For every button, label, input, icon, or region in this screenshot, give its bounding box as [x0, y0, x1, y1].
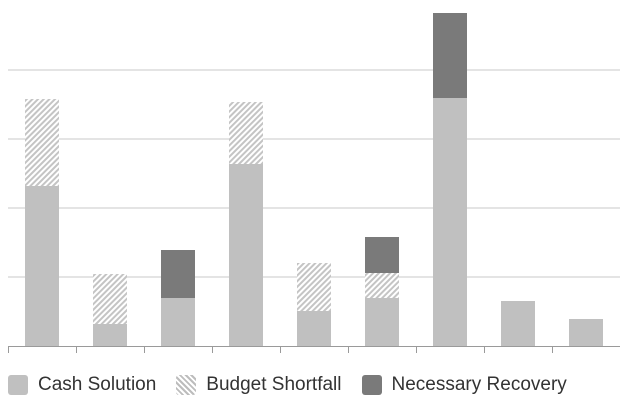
legend-label-cash-solution: Cash Solution [38, 374, 157, 395]
bar-cash-solution [93, 324, 127, 346]
legend-label-budget-shortfall: Budget Shortfall [206, 374, 342, 395]
bar-budget-shortfall [365, 273, 399, 298]
bar-cash-solution [25, 186, 59, 346]
bar-cash-solution [297, 311, 331, 346]
bar-budget-shortfall [93, 274, 127, 324]
bar-chart [8, 13, 620, 353]
bar-necessary-recovery [161, 250, 195, 298]
legend-item-cash-solution: Cash Solution [8, 374, 156, 396]
bar-necessary-recovery [365, 237, 399, 273]
bar-cash-solution [161, 298, 195, 346]
x-axis [8, 346, 620, 353]
bars [25, 13, 603, 346]
gridlines [8, 69, 620, 278]
legend-swatch-cash-solution [8, 375, 28, 395]
legend-item-budget-shortfall: Budget Shortfall [176, 374, 342, 396]
bar-necessary-recovery [433, 13, 467, 98]
legend-item-necessary-recovery: Necessary Recovery [361, 374, 567, 396]
bar-cash-solution [501, 301, 535, 346]
bar-budget-shortfall [25, 99, 59, 186]
legend-label-necessary-recovery: Necessary Recovery [391, 374, 567, 395]
legend-swatch-necessary-recovery [361, 375, 382, 395]
bar-budget-shortfall [229, 102, 263, 164]
bar-budget-shortfall [297, 263, 331, 311]
legend-swatch-budget-shortfall [176, 375, 197, 395]
bar-cash-solution [569, 319, 603, 346]
bar-cash-solution [229, 164, 263, 346]
bar-cash-solution [433, 98, 467, 346]
legend: Cash Solution Budget Shortfall Necessary… [8, 374, 567, 396]
bar-cash-solution [365, 298, 399, 346]
